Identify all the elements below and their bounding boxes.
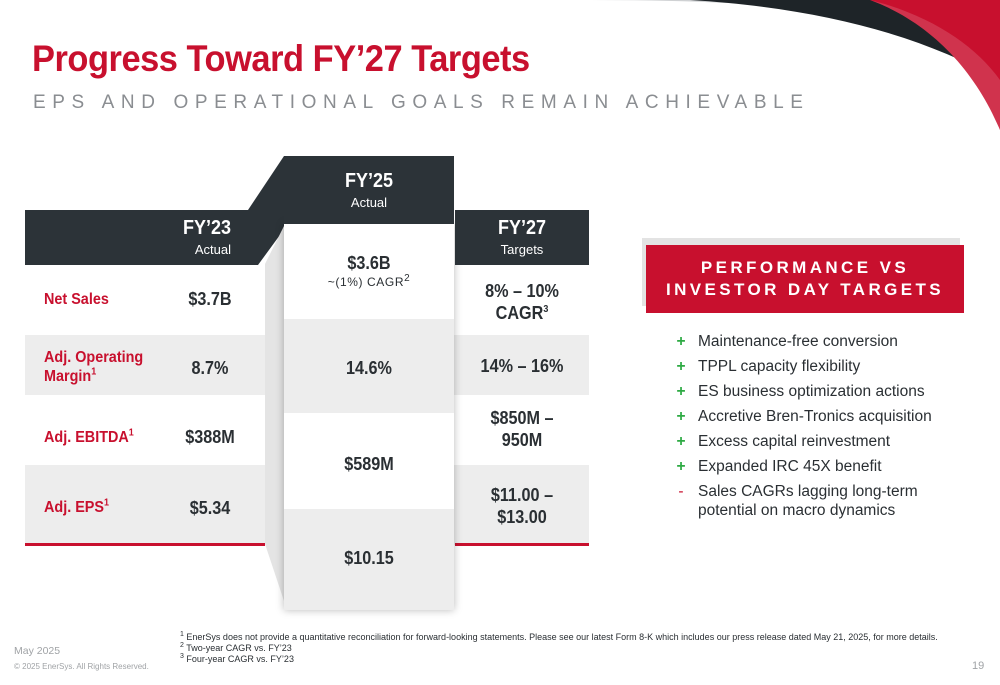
fy25-band-eps [284, 509, 454, 610]
fy27-adj-eps-target: $11.00 – $13.00 [490, 485, 554, 527]
list-item: + ES business optimization actions [672, 382, 972, 401]
footer-date: May 2025 [14, 645, 61, 657]
fy25-highlight-column [284, 224, 454, 610]
footnote-3: 3 Four-year CAGR vs. FY’23 [180, 653, 294, 664]
header-connector-shape [248, 156, 288, 265]
table-bottom-line-left [25, 543, 265, 546]
page-subtitle: EPS AND OPERATIONAL GOALS REMAIN ACHIEVA… [33, 92, 810, 113]
footnote-1: 1 EnerSys does not provide a quantitativ… [180, 631, 938, 642]
table-bottom-line-right [455, 543, 589, 546]
list-item: + Maintenance-free conversion [672, 332, 972, 351]
fy25-net-sales-cagr-note: ~(1%) CAGR2 [327, 273, 411, 290]
column-header-fy25: FY’25 Actual [284, 156, 454, 224]
performance-list: + Maintenance-free conversion + TPPL capac… [672, 332, 972, 526]
fy23-adj-ebitda: $388M [185, 427, 235, 447]
performance-vs-targets-banner: PERFORMANCE VS INVESTOR DAY TARGETS [646, 245, 964, 313]
fy27-adj-ebitda-target: $850M – 950M [490, 408, 554, 450]
row-label-adj-operating-margin: Adj. Operating Margin1 [44, 349, 144, 385]
plus-icon: + [676, 358, 686, 375]
fy25-adj-eps: $10.15 [344, 548, 394, 568]
page-number: 19 [972, 660, 985, 672]
plus-icon: + [676, 458, 686, 475]
row-label-net-sales: Net Sales [44, 291, 109, 308]
footnote-2: 2 Two-year CAGR vs. FY’23 [180, 642, 292, 653]
fy25-adj-ebitda: $589M [344, 454, 394, 474]
list-item: + TPPL capacity flexibility [672, 357, 972, 376]
minus-icon: - [678, 483, 684, 500]
footer-copyright: © 2025 EnerSys. All Rights Reserved. [14, 662, 149, 671]
plus-icon: + [676, 383, 686, 400]
page-title: Progress Toward FY’27 Targets [32, 38, 530, 79]
fy23-adj-eps: $5.34 [189, 498, 231, 518]
plus-icon: + [676, 408, 686, 425]
fy27-net-sales-target: 8% – 10% CAGR3 [485, 281, 559, 323]
list-item: + Excess capital reinvestment [672, 432, 972, 451]
plus-icon: + [676, 433, 686, 450]
fy25-net-sales: $3.6B [347, 253, 391, 273]
footnotes: 1 EnerSys does not provide a quantitativ… [180, 631, 938, 665]
column-side-shade [265, 224, 287, 610]
column-header-fy27: FY’27 Targets [455, 210, 589, 265]
fy23-net-sales: $3.7B [188, 289, 232, 309]
fy27-adj-operating-margin-target: 14% – 16% [480, 356, 564, 376]
row-label-adj-ebitda: Adj. EBITDA1 [44, 427, 134, 446]
fy25-band-operating-margin [284, 319, 454, 413]
list-item: + Accretive Bren-Tronics acquisition [672, 407, 972, 426]
row-label-adj-eps: Adj. EPS1 [44, 497, 110, 516]
fy25-adj-operating-margin: 14.6% [346, 358, 392, 378]
list-item: - Sales CAGRs lagging long-term potential… [672, 482, 972, 520]
fy23-adj-operating-margin: 8.7% [191, 358, 229, 378]
column-header-fy23: FY’23 Actual [25, 210, 255, 265]
list-item: + Expanded IRC 45X benefit [672, 457, 972, 476]
plus-icon: + [676, 333, 686, 350]
